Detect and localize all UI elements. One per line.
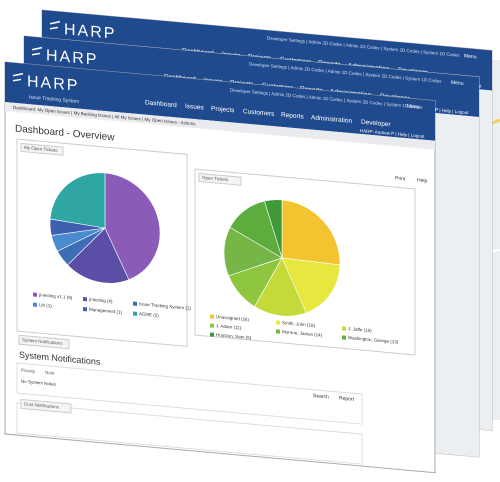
menu[interactable]: Menu [407, 104, 420, 111]
nav-item[interactable]: Projects [211, 105, 235, 114]
empty-message: No System Notes [21, 379, 57, 387]
legend-label: Issue Tracking System (1) [139, 301, 191, 311]
column-header[interactable]: Note [45, 370, 55, 376]
legend-label: Smith, John (18) [282, 320, 315, 328]
legend-swatch [83, 307, 87, 312]
tab[interactable] [18, 334, 70, 350]
legend-label: Monroe, James (14) [282, 329, 323, 338]
legend-label: Washington, George (13) [348, 335, 399, 345]
print-button[interactable]: Print [395, 175, 406, 182]
widget-tab-label[interactable]: Open Tickets [202, 175, 229, 182]
breadcrumb-bar [5, 102, 435, 150]
notes-table [16, 362, 363, 425]
legend-label: ACME (5) [139, 311, 159, 318]
search-button[interactable]: Search [313, 393, 329, 400]
widget-tab[interactable] [20, 142, 64, 156]
report-button[interactable]: Report [339, 395, 355, 402]
pie-slice [281, 257, 341, 314]
legend-swatch [33, 302, 37, 307]
nav-item[interactable]: Dashboard [145, 99, 177, 109]
pie-slice [264, 199, 283, 258]
logo: HARP [64, 20, 116, 43]
legend-label: Management (1) [89, 307, 122, 315]
tab-label[interactable]: System Notifications [22, 337, 63, 346]
logo-subtitle: Issue Tracking System [29, 94, 79, 105]
legend-swatch [342, 335, 346, 340]
legend-swatch [342, 326, 346, 331]
pie-slice [254, 257, 307, 317]
tab-label[interactable]: Cust Notifications [24, 401, 60, 409]
logo: HARP [46, 46, 98, 69]
pie-slice [49, 172, 106, 229]
tab[interactable] [20, 398, 72, 414]
logo: HARP [27, 72, 79, 95]
widget-tab-label[interactable]: My Open Tickets [24, 145, 58, 153]
menu[interactable]: Menu [451, 80, 464, 87]
legend-swatch [210, 332, 214, 337]
legend-swatch [133, 301, 137, 306]
legend-swatch [210, 323, 214, 328]
legend-swatch [33, 292, 37, 297]
nav-item[interactable]: Reports [281, 112, 304, 121]
menu[interactable]: Menu [464, 53, 477, 60]
user-links[interactable]: HARP: Andrew P | Help | Logout [360, 128, 425, 139]
nav-item[interactable]: Developer [361, 119, 391, 129]
pie-slice [281, 199, 341, 266]
legend-swatch [83, 297, 87, 302]
logo-mark [31, 46, 43, 56]
nav-item[interactable]: Customers [243, 108, 275, 118]
header-bar [5, 62, 435, 141]
logo-mark [12, 72, 24, 82]
widget-tab[interactable] [198, 172, 242, 186]
legend-swatch [133, 311, 137, 316]
pie-slice [67, 227, 130, 284]
legend-swatch [210, 314, 214, 319]
legend-label: Unassigned (26) [216, 314, 249, 322]
nav-item[interactable]: Administration [311, 114, 352, 125]
legend-label: Lib (1) [39, 302, 52, 308]
cust-box [16, 402, 363, 465]
legend-swatch [276, 320, 280, 325]
legend-swatch [276, 329, 280, 334]
legend-label: jl-testing v1.1 (9) [38, 292, 73, 300]
nav-item[interactable]: Issues [185, 103, 204, 112]
pie-slice [104, 172, 161, 281]
legend-label: jl-testing (4) [88, 297, 113, 304]
legend-label: J. Adam (11) [216, 323, 242, 330]
column-header[interactable]: Priority [21, 368, 36, 374]
legend-label: J. Jaffe (15) [348, 326, 372, 333]
user-links[interactable]: HARP: Andrew P | Help | Logout [404, 104, 469, 115]
logo-mark [49, 20, 61, 30]
legend-label: Houston, Sam (5) [216, 332, 252, 340]
help-button[interactable]: Help [417, 177, 427, 184]
